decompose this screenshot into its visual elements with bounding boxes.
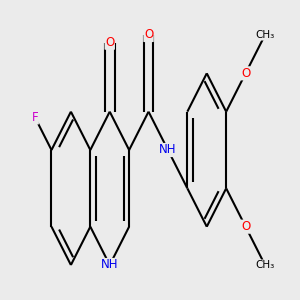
Text: O: O [105, 36, 114, 49]
Text: O: O [241, 220, 250, 233]
Text: NH: NH [159, 143, 177, 157]
Text: CH₃: CH₃ [255, 30, 274, 40]
Text: O: O [241, 67, 250, 80]
Text: F: F [32, 111, 38, 124]
Text: CH₃: CH₃ [255, 260, 274, 270]
Text: O: O [144, 28, 153, 41]
Text: NH: NH [101, 259, 118, 272]
